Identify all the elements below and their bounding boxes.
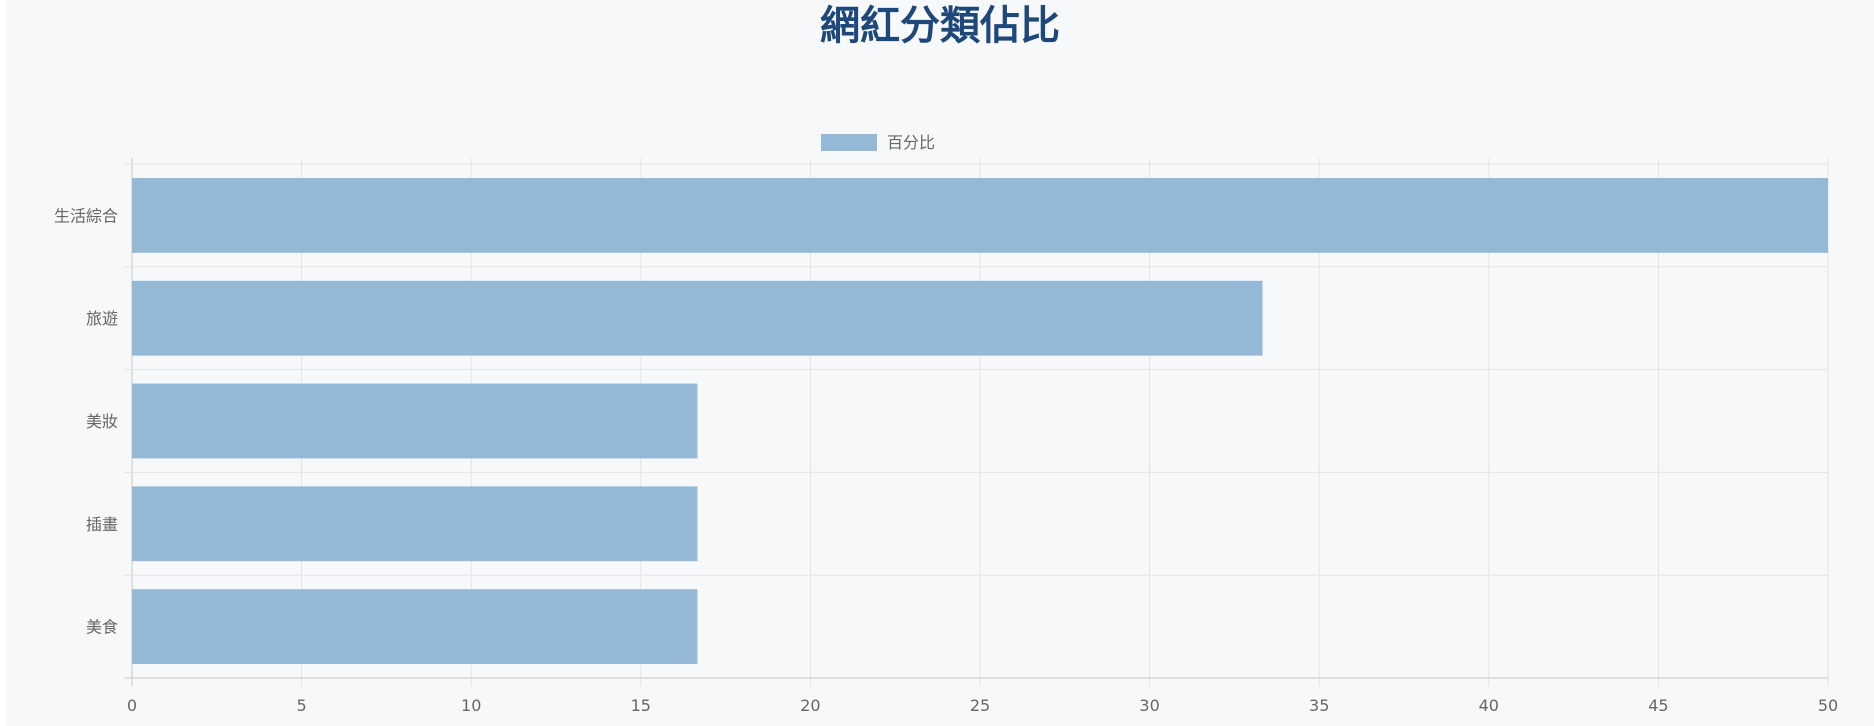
- x-tick-label: 10: [461, 696, 481, 715]
- bar[interactable]: [132, 589, 698, 664]
- chart-page: 網紅分類佔比 0 5 10 15 20 25 30 35 40 45 50 生活綜合旅遊美妝插畫美食 …: [6, 0, 1874, 726]
- x-tick-label: 45: [1648, 696, 1668, 715]
- bar[interactable]: [132, 280, 1263, 356]
- bar[interactable]: [132, 178, 1828, 253]
- category-label: 美妝: [86, 412, 118, 431]
- category-label: 美食: [86, 618, 118, 637]
- x-tick-label: 15: [631, 696, 651, 715]
- x-tick-label: 5: [297, 696, 307, 715]
- x-tick-label: 30: [1139, 696, 1159, 715]
- x-tick-label: 0: [127, 696, 137, 715]
- bars: [132, 178, 1828, 664]
- x-tick-label: 20: [800, 696, 820, 715]
- category-label: 生活綜合: [54, 206, 118, 225]
- bar[interactable]: [132, 383, 698, 459]
- category-label: 插畫: [86, 515, 118, 534]
- page-title: 網紅分類佔比: [820, 3, 1060, 49]
- bar[interactable]: [132, 486, 698, 562]
- category-label: 旅遊: [86, 309, 118, 328]
- legend-swatch[interactable]: [821, 134, 877, 151]
- legend-label[interactable]: 百分比: [887, 133, 935, 152]
- x-tick-label: 25: [970, 696, 990, 715]
- x-tick-label: 50: [1818, 696, 1838, 715]
- x-tick-label: 35: [1309, 696, 1329, 715]
- x-tick-label: 40: [1479, 696, 1499, 715]
- legend[interactable]: 百分比: [821, 133, 935, 152]
